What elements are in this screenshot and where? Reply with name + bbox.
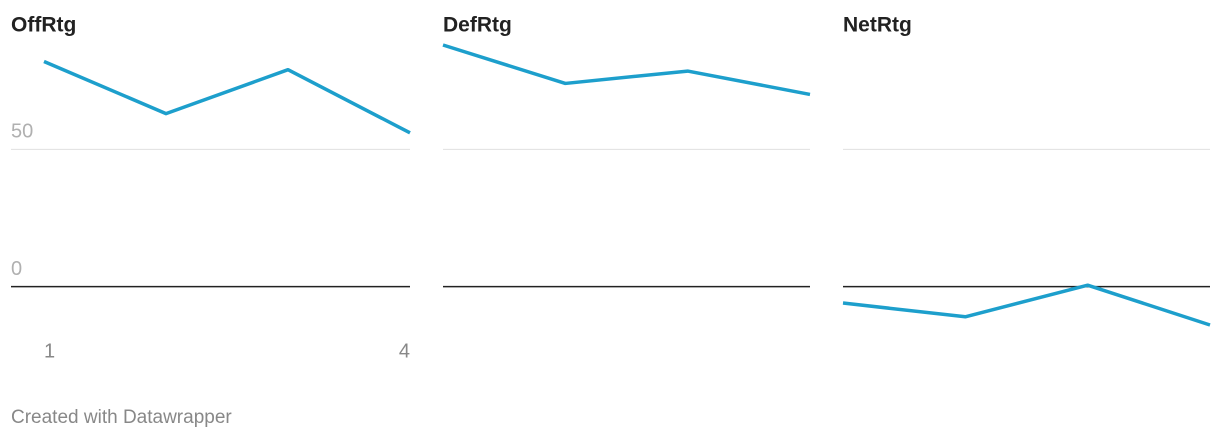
- y-tick-label: 0: [11, 258, 22, 280]
- x-tick-label: 1: [44, 340, 55, 362]
- data-line: [842, 283, 1211, 327]
- chart-title: OffRtg: [11, 14, 76, 37]
- chart-title: DefRtg: [443, 14, 512, 37]
- data-line: [442, 43, 811, 97]
- y-tick-label: 50: [11, 121, 33, 143]
- chart-title: NetRtg: [843, 14, 912, 37]
- data-line: [43, 59, 411, 135]
- footer: Created with Datawrapper: [11, 407, 232, 428]
- x-tick-label: 4: [399, 340, 410, 362]
